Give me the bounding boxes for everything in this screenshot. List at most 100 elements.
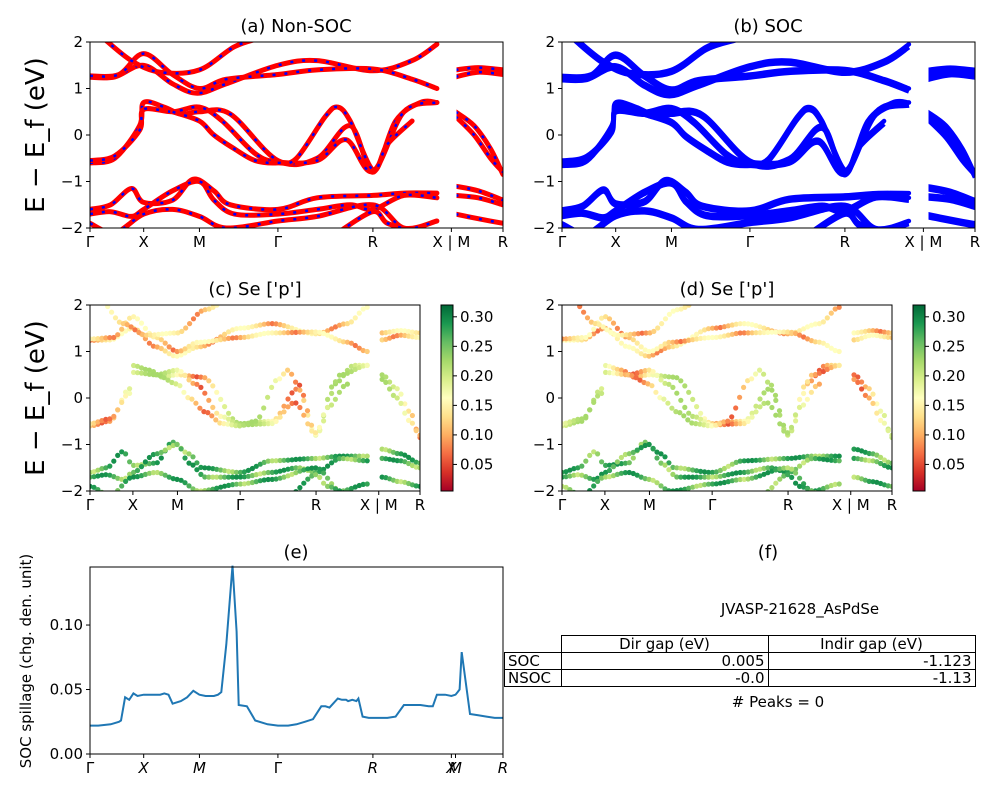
projection-point: [705, 469, 712, 475]
projection-point: [702, 469, 708, 475]
projection-point: [801, 484, 807, 490]
projection-point: [162, 348, 168, 354]
projection-point: [119, 326, 125, 332]
projection-point: [364, 348, 370, 355]
projection-point: [394, 478, 400, 484]
projection-point: [119, 331, 125, 337]
projection-point: [107, 335, 113, 341]
projection-point: [417, 483, 420, 489]
projection-point: [812, 371, 819, 378]
projection-point: [237, 469, 244, 475]
projection-point: [182, 350, 188, 356]
projection-point: [257, 414, 263, 420]
projection-point: [650, 446, 656, 452]
projection-point: [329, 326, 335, 332]
projection-point: [606, 370, 613, 376]
projection-point: [729, 478, 735, 484]
projection-point: [836, 453, 842, 459]
projection-point: [721, 419, 727, 425]
projection-point: [749, 330, 755, 336]
projection-point: [387, 386, 393, 392]
projection-point: [390, 392, 396, 398]
projection-point: [321, 455, 327, 461]
projection-point: [709, 325, 716, 331]
projection-point: [111, 458, 117, 464]
projection-point: [654, 346, 660, 352]
projection-point: [690, 467, 696, 473]
projection-point: [336, 389, 342, 395]
projection-point: [630, 345, 636, 352]
projection-point: [146, 340, 152, 346]
projection-point: [832, 306, 838, 312]
projection-point: [753, 457, 759, 463]
projection-point: [697, 421, 703, 427]
projection-point: [694, 331, 700, 337]
projection-point: [202, 307, 208, 313]
projection-point: [325, 396, 331, 402]
x-tick-label: X: [128, 496, 138, 514]
projection-point: [218, 396, 224, 402]
projection-point: [309, 465, 315, 471]
projection-point: [674, 375, 680, 381]
projection-point: [249, 333, 255, 339]
projection-point: [177, 383, 183, 389]
projection-point: [741, 458, 747, 464]
projection-point: [394, 395, 400, 401]
x-tick-label: R: [498, 233, 508, 251]
projection-point: [781, 329, 787, 335]
projection-point: [181, 389, 187, 395]
projection-point: [305, 329, 311, 335]
x-tick-label: X: [138, 759, 150, 777]
projection-point: [614, 371, 621, 377]
projection-point: [285, 396, 291, 402]
projection-point: [646, 348, 652, 355]
projection-point: [622, 451, 629, 458]
projection-point: [627, 331, 634, 337]
band-line-dashed: [90, 99, 438, 174]
projection-point: [317, 474, 323, 480]
projection-point: [670, 308, 676, 314]
projection-point: [698, 335, 704, 341]
panel-f-title: (f): [758, 542, 778, 563]
projection-point: [874, 401, 880, 407]
projection-point: [761, 390, 767, 396]
projection-point: [317, 466, 323, 472]
projection-point: [210, 383, 216, 389]
projection-point: [138, 473, 145, 479]
projection-point: [261, 470, 267, 476]
projection-point: [174, 441, 180, 448]
projection-point: [253, 463, 259, 469]
projection-point: [804, 486, 811, 491]
projection-point: [816, 381, 823, 387]
projection-point: [281, 323, 287, 329]
projection-point: [789, 455, 795, 461]
band-line-split: [925, 117, 975, 177]
projection-point: [198, 471, 204, 477]
projection-point: [793, 470, 799, 476]
projection-point: [142, 325, 148, 331]
projection-point: [690, 396, 696, 402]
projection-point: [785, 329, 791, 335]
projection-point: [579, 416, 585, 422]
projection-point: [178, 477, 184, 483]
projection-point: [797, 396, 803, 402]
band-line-split: [572, 42, 737, 79]
projection-point: [567, 336, 573, 342]
projection-point: [729, 421, 735, 427]
projection-point: [674, 465, 680, 471]
projection-point: [175, 330, 181, 336]
projection-point: [97, 298, 102, 303]
projection-point: [190, 345, 196, 351]
projection-point: [686, 337, 692, 343]
projection-point: [178, 369, 184, 375]
projection-point: [261, 477, 267, 483]
projection-point: [824, 342, 830, 349]
projection-point: [394, 328, 400, 334]
x-tick-label: M: [193, 233, 206, 251]
projection-point: [194, 381, 200, 387]
projection-point: [91, 420, 97, 426]
projection-point: [277, 457, 283, 464]
projection-point: [874, 452, 880, 458]
projection-point: [670, 339, 676, 345]
projection-point: [649, 383, 655, 389]
